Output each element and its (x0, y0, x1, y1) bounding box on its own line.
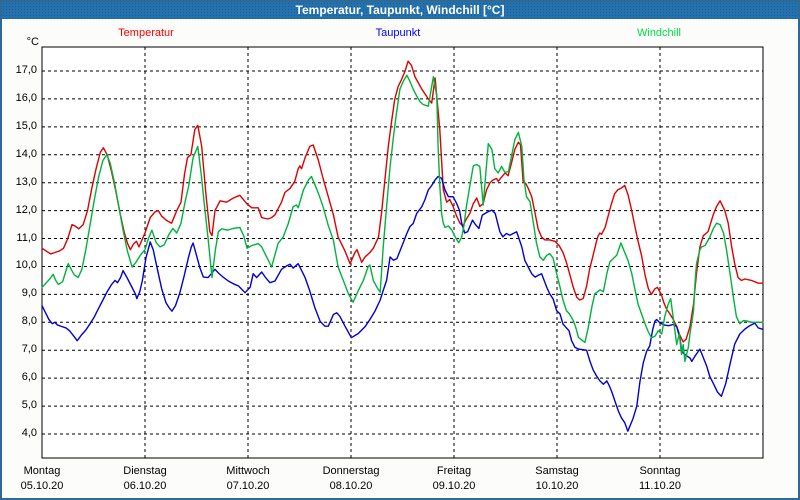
series-line-taupunkt (41, 175, 764, 432)
x-day-label: Sonntag 11.10.20 (615, 464, 705, 494)
date-label: 10.10.20 (535, 480, 579, 492)
y-tick-label: 8,0 (21, 315, 37, 328)
y-tick-label: 14,0 (15, 147, 37, 160)
x-day-label: Samstag 10.10.20 (512, 464, 602, 494)
x-day-label: Donnerstag 08.10.20 (306, 464, 396, 494)
x-day-label: Dienstag 06.10.20 (100, 464, 190, 494)
y-tick-label: 13,0 (15, 175, 37, 188)
weekday-label: Sonntag (639, 465, 681, 477)
y-tick-label: 10,0 (15, 259, 37, 272)
x-day-label: Montag 05.10.20 (0, 464, 87, 494)
y-tick-label: 7,0 (21, 343, 37, 356)
x-day-label: Freitag 09.10.20 (409, 464, 499, 494)
weekday-label: Freitag (436, 465, 472, 477)
series-line-windchill (41, 74, 764, 363)
y-tick-label: 12,0 (15, 203, 37, 216)
y-tick-label: 6,0 (21, 371, 37, 384)
y-tick-label: 4,0 (21, 426, 37, 439)
weekday-label: Dienstag (123, 465, 167, 477)
x-day-label: Mittwoch 07.10.20 (203, 464, 293, 494)
legend-item-temperatur: Temperatur (118, 27, 174, 39)
date-label: 08.10.20 (329, 480, 373, 492)
title-bar: Temperatur, Taupunkt, Windchill [°C] (2, 2, 798, 19)
date-label: 11.10.20 (638, 480, 681, 492)
chart-title: Temperatur, Taupunkt, Windchill [°C] (295, 3, 505, 17)
weekday-label: Samstag (535, 465, 579, 477)
series-line-temperatur (41, 60, 764, 343)
weekday-label: Mittwoch (226, 465, 270, 477)
legend-item-taupunkt: Taupunkt (375, 27, 421, 39)
date-label: 05.10.20 (20, 480, 64, 492)
date-label: 09.10.20 (432, 480, 476, 492)
y-tick-label: 11,0 (16, 231, 37, 244)
y-tick-label: 15,0 (15, 119, 37, 132)
unit-label: °C (26, 36, 39, 48)
date-label: 07.10.20 (226, 480, 270, 492)
y-tick-label: 16,0 (15, 91, 37, 104)
y-tick-label: 9,0 (21, 287, 37, 300)
plot-area-border (41, 46, 764, 459)
date-label: 06.10.20 (123, 480, 167, 492)
y-tick-label: 5,0 (21, 399, 37, 412)
weekday-label: Donnerstag (322, 465, 380, 477)
y-tick-label: 17,0 (15, 64, 37, 76)
legend-item-windchill: Windchill (636, 27, 682, 39)
weekday-label: Montag (23, 465, 61, 477)
